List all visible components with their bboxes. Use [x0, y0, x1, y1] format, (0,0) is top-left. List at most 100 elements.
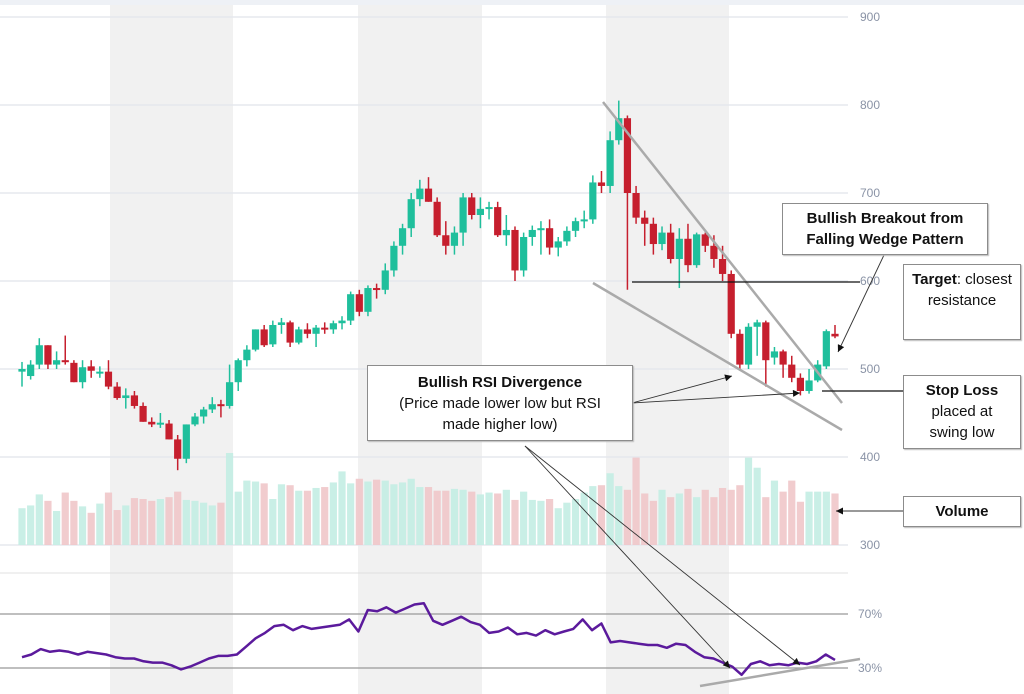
- target-text: : closest resistance: [927, 271, 1012, 309]
- volume-bar: [174, 491, 182, 545]
- volume-annotation: Volume: [903, 496, 1021, 527]
- volume-bar: [589, 486, 597, 545]
- candle-body: [347, 294, 355, 321]
- candle: [831, 325, 839, 339]
- candle: [571, 217, 580, 237]
- candle-body: [485, 207, 493, 210]
- price-tick-label: 900: [860, 10, 880, 24]
- candle-body: [580, 219, 588, 222]
- candle: [347, 291, 355, 325]
- candle-body: [528, 229, 536, 237]
- volume-bar: [623, 489, 632, 545]
- candle: [641, 210, 649, 246]
- volume-bar: [580, 492, 588, 545]
- candle-body: [303, 329, 312, 334]
- candle: [61, 335, 69, 365]
- volume-bar: [269, 499, 277, 545]
- volume-bar: [762, 497, 770, 545]
- candle: [277, 317, 286, 334]
- candle: [554, 237, 562, 257]
- price-tick-label: 300: [860, 538, 880, 552]
- candle: [433, 197, 441, 237]
- candle: [632, 185, 640, 224]
- volume-bar: [234, 491, 242, 545]
- volume-bar: [200, 502, 208, 545]
- candle: [191, 413, 199, 427]
- candle: [390, 241, 398, 277]
- volume-bar: [520, 491, 528, 545]
- candle-body: [649, 223, 657, 245]
- candle-body: [130, 395, 139, 406]
- volume-bar: [571, 499, 580, 545]
- candle: [727, 270, 735, 339]
- candle-body: [52, 360, 61, 365]
- candle-body: [641, 217, 649, 224]
- candle: [329, 320, 337, 334]
- candle: [753, 319, 761, 356]
- target-annotation: Target: closest resistance: [903, 264, 1021, 340]
- candle-body: [96, 371, 104, 374]
- volume-bar: [208, 505, 216, 545]
- volume-bar: [44, 500, 52, 545]
- volume-bar: [545, 499, 554, 545]
- candle-body: [225, 382, 234, 406]
- candle: [260, 325, 268, 347]
- candle: [217, 399, 225, 418]
- volume-bar: [779, 491, 787, 545]
- volume-bar: [286, 485, 294, 545]
- candle: [269, 320, 277, 347]
- volume-bar: [701, 489, 709, 545]
- candle: [779, 349, 787, 378]
- volume-bar: [744, 457, 753, 545]
- candle: [416, 179, 424, 207]
- candle: [200, 406, 208, 424]
- volume-bar: [433, 490, 441, 545]
- candle-body: [243, 349, 251, 361]
- candle-body: [494, 207, 502, 236]
- candle: [122, 388, 130, 409]
- volume-bar: [27, 505, 35, 545]
- candle: [364, 285, 372, 317]
- stop-loss-text: placed at swing low: [929, 403, 995, 441]
- volume-bar: [182, 499, 190, 545]
- volume-bar: [450, 488, 459, 545]
- volume-bar: [70, 500, 78, 545]
- candle-body: [554, 241, 562, 248]
- candle: [251, 329, 260, 352]
- candle-body: [321, 327, 329, 330]
- volume-bar: [303, 490, 312, 545]
- shaded-band: [110, 5, 233, 694]
- volume-bar: [641, 493, 649, 545]
- volume-bar: [788, 480, 796, 545]
- candle-body: [684, 238, 692, 266]
- candle-body: [805, 380, 813, 391]
- annotation-arrow: [837, 254, 885, 353]
- candle: [27, 360, 35, 380]
- candle-body: [156, 422, 164, 425]
- breakout-annotation: Bullish Breakout from Falling Wedge Patt…: [782, 203, 988, 255]
- volume-bar: [727, 489, 735, 545]
- volume-bar: [398, 482, 407, 545]
- volume-bar: [684, 488, 692, 545]
- candle: [545, 219, 554, 255]
- candle-body: [545, 228, 554, 248]
- candle: [450, 226, 459, 255]
- volume-bar: [822, 491, 830, 545]
- candle-body: [442, 235, 450, 246]
- candle-body: [208, 404, 216, 410]
- candle: [44, 345, 52, 369]
- candle: [528, 225, 536, 246]
- candle-body: [424, 188, 433, 202]
- candle-body: [44, 345, 52, 365]
- volume-bar: [658, 489, 666, 545]
- candle: [96, 366, 104, 378]
- candle-body: [736, 333, 744, 365]
- candle: [18, 361, 26, 387]
- candle-body: [511, 229, 519, 271]
- candle-body: [269, 325, 277, 345]
- target-label: Target: [912, 271, 957, 288]
- candle-body: [373, 288, 381, 291]
- volume-bar: [736, 485, 744, 545]
- candle-body: [174, 439, 182, 459]
- candle-body: [779, 351, 787, 365]
